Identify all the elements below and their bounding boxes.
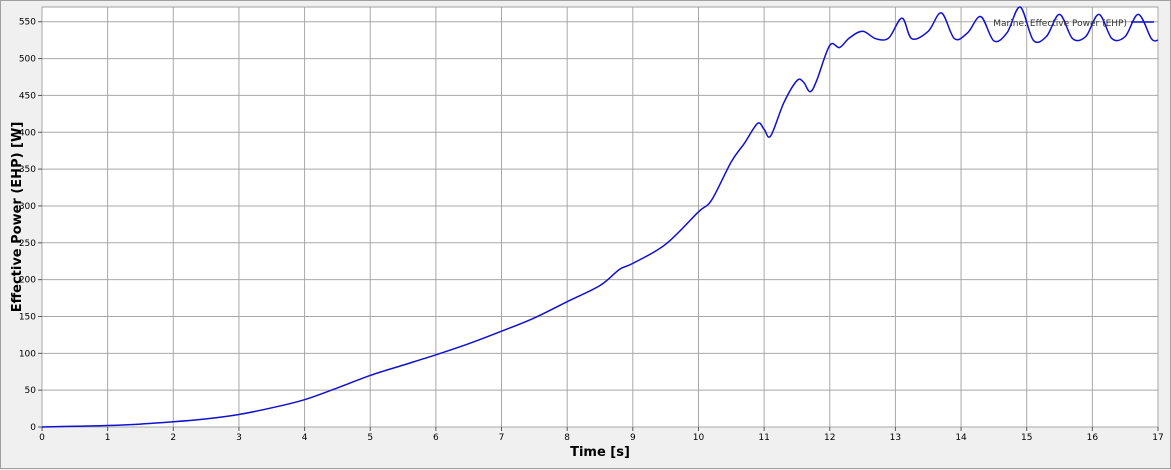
y-axis-ticks: 0 50 100 150 200 250 300 350 400 450 500 550 (19, 18, 42, 433)
x-tick-label: 1 (105, 433, 111, 443)
series-line (41, 6, 1159, 428)
series-group (41, 6, 1159, 428)
y-tick-label: 450 (19, 91, 36, 101)
y-tick-label: 250 (19, 239, 36, 249)
x-tick-label: 14 (955, 433, 967, 443)
y-tick-label: 50 (25, 386, 37, 396)
x-tick-label: 13 (890, 433, 901, 443)
x-tick-label: 6 (433, 433, 439, 443)
x-tick-label: 5 (367, 433, 373, 443)
x-axis-ticks: 0 1 2 3 4 5 6 7 8 9 10 11 12 13 14 15 16 17 (39, 427, 1164, 443)
y-tick-label: 200 (19, 276, 36, 286)
x-tick-label: 0 (39, 433, 45, 443)
y-tick-label: 550 (19, 18, 36, 28)
x-tick-label: 4 (302, 433, 308, 443)
x-tick-label: 10 (693, 433, 705, 443)
plot-area (41, 6, 1159, 428)
legend: Marine: Effective Power (EHP) (993, 19, 1154, 29)
y-tick-label: 150 (19, 312, 36, 322)
y-tick-label: 350 (19, 165, 36, 175)
y-tick-label: 0 (30, 423, 36, 433)
x-axis-title: Time [s] (570, 445, 630, 460)
x-tick-label: 9 (630, 433, 636, 443)
x-tick-label: 8 (564, 433, 570, 443)
y-tick-label: 400 (19, 128, 36, 138)
x-tick-label: 7 (499, 433, 505, 443)
x-tick-label: 3 (236, 433, 242, 443)
x-tick-label: 15 (1021, 433, 1032, 443)
legend-label: Marine: Effective Power (EHP) (993, 19, 1127, 29)
y-axis-title: Effective Power (EHP) [W] (10, 122, 25, 313)
y-tick-label: 300 (19, 202, 36, 212)
y-tick-label: 500 (19, 55, 36, 65)
grid (41, 7, 1159, 428)
x-tick-label: 12 (824, 433, 835, 443)
x-tick-label: 16 (1087, 433, 1099, 443)
y-tick-label: 100 (19, 349, 36, 359)
x-tick-label: 11 (758, 433, 769, 443)
x-tick-label: 17 (1152, 433, 1163, 443)
x-tick-label: 2 (170, 433, 176, 443)
